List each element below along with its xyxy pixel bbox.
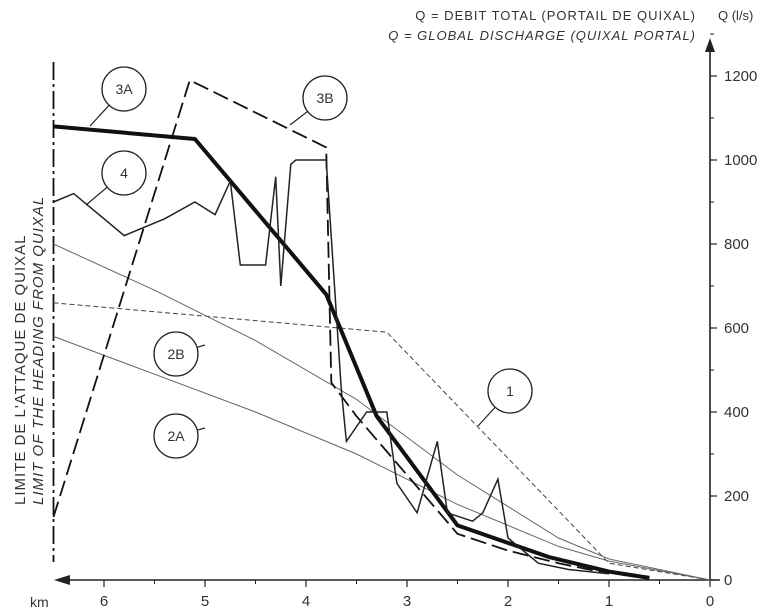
y-tick-label: 1000 [724,152,757,169]
series-3a-line [53,124,650,580]
callout-leader-2a [197,427,206,431]
callout-circle-3b [302,75,348,121]
x-tick-label: 4 [302,593,310,610]
callout-leader-4 [85,186,108,206]
series-3b-line [52,78,610,575]
callout-leader-3a [89,104,110,127]
callout-leader-3b [289,110,308,126]
callout-label-2b: 2B [167,346,184,362]
y-tick-label: 800 [724,236,749,253]
x-tick-label: 1 [605,593,613,610]
callout-label-3b: 3B [316,90,333,106]
series-2a-line [53,335,711,581]
callout-circle-1 [487,368,533,414]
callout-label-2a: 2A [167,428,185,444]
series-2b-line [53,243,711,581]
x-tick-label: 5 [201,593,209,610]
y-axis-label: Q (l/s) [718,8,754,23]
y-axis-arrow [705,38,715,52]
series-4-line [53,159,610,575]
y-tick-label: 400 [724,404,749,421]
callout-circle-2a [153,413,199,459]
callout-circle-3a [101,66,147,112]
callout-label-4: 4 [120,165,128,181]
series-1-line [53,302,711,581]
y-tick-label: 0 [724,572,732,589]
x-tick-label: 3 [403,593,411,610]
chart-title-en: Q = GLOBAL DISCHARGE (QUIXAL PORTAL) [388,28,696,43]
callout-circle-2b [153,331,199,377]
x-tick-label: 0 [706,593,714,610]
y-tick-label: 1200 [724,68,757,85]
x-tick-label: 2 [504,593,512,610]
callout-leader-2b [196,344,206,349]
callout-leader-1 [477,406,496,427]
x-axis-arrow [54,575,70,585]
x-tick-label: 6 [100,593,108,610]
x-axis-label: km [30,594,49,610]
y-tick-label: 200 [724,488,749,505]
callout-circle-4 [101,150,147,196]
chart-title-fr: Q = DEBIT TOTAL (PORTAIL DE QUIXAL) [415,8,696,23]
callout-label-3a: 3A [115,81,133,97]
callout-label-1: 1 [506,383,514,399]
y-tick-label: 600 [724,320,749,337]
